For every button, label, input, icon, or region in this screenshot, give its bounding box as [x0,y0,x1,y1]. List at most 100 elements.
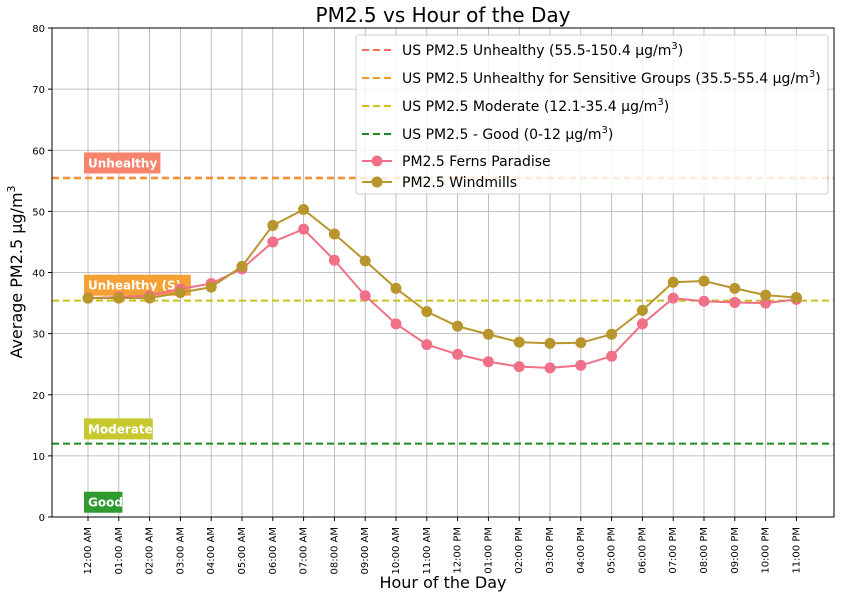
x-tick-label: 12:00 PM [453,527,464,574]
x-tick-label: 02:00 PM [514,527,525,574]
grid [52,27,834,518]
y-tick-label: 60 [32,146,45,157]
data-point [113,292,125,304]
legend-entry: PM2.5 Ferns Paradise [402,154,551,170]
chart-title: PM2.5 vs Hour of the Day [316,3,571,27]
data-point [174,287,186,299]
x-tick-label: 08:00 AM [329,527,340,574]
zone-label-text: Unhealthy (S) [88,279,181,293]
x-tick-label: 01:00 PM [483,527,494,574]
data-point [513,361,525,373]
data-point [298,204,310,216]
data-point [482,328,494,340]
reference-lines [52,176,834,445]
x-axis-label: Hour of the Day [379,573,506,592]
y-tick-label: 80 [32,24,45,35]
y-axis-label: Average PM2.5 µg/m3 [5,185,26,358]
data-point [452,348,464,360]
data-point [513,336,525,348]
zone-label-box [84,274,191,296]
x-tick-label: 10:00 AM [391,527,402,574]
data-point [667,292,679,304]
y-tick-label: 10 [32,452,45,463]
legend-entry: US PM2.5 Unhealthy (55.5-150.4 µg/m3) [402,41,683,59]
legend-entry: US PM2.5 Unhealthy for Sensitive Groups … [402,69,821,87]
data-point [698,275,710,287]
data-point [636,304,648,316]
data-point [205,281,217,293]
y-tick-label: 50 [32,207,45,218]
x-axis-ticks: 12:00 AM 01:00 AM 02:00 AM 03:00 AM 04:00 AM… [83,517,802,574]
data-point [328,228,340,240]
zone-labels: Unhealthy Unhealthy (S) Moderate Good [84,152,191,513]
legend-entry-sup: 3 [671,41,677,52]
legend-entry: US PM2.5 - Good (0-12 µg/m3) [402,125,613,143]
data-point [760,297,772,309]
legend-box [355,34,829,195]
data-point [452,320,464,332]
data-point [267,236,279,248]
legend-entry-sup: 3 [809,69,815,80]
data-point [790,292,802,304]
x-tick-label: 05:00 AM [237,527,248,574]
zone-label-text: Moderate [88,422,153,436]
data-point [144,292,156,304]
legend-entry-close: ) [608,127,613,143]
x-tick-label: 04:00 AM [206,527,217,574]
x-tick-label: 09:00 PM [730,527,741,574]
y-tick-label: 20 [32,391,45,402]
x-tick-label: 11:00 PM [791,527,802,574]
x-tick-label: 03:00 PM [545,527,556,574]
data-point [760,289,772,301]
data-series [82,204,802,374]
legend-entry-text: US PM2.5 Moderate (12.1-35.4 µg/m [402,99,657,115]
zone-label-box [84,152,161,174]
x-tick-label: 08:00 PM [699,527,710,574]
legend-entry-text: US PM2.5 Unhealthy (55.5-150.4 µg/m [402,43,671,59]
legend-entry-close: ) [678,43,683,59]
y-tick-label: 40 [32,269,45,280]
series-line [87,227,797,369]
x-tick-label: 06:00 PM [637,527,648,574]
data-point [421,339,433,351]
legend-entry-text: US PM2.5 Unhealthy for Sensitive Groups … [402,71,809,87]
legend-swatch-marker [371,176,383,188]
legend-entry-close: ) [815,71,820,87]
data-point [267,219,279,231]
data-point [359,290,371,302]
data-point [298,223,310,235]
data-point [544,362,556,374]
zone-label-text: Good [88,496,123,510]
x-tick-label: 12:00 AM [83,527,94,574]
data-point [636,318,648,330]
x-tick-label: 07:00 PM [668,527,679,574]
y-tick-label: 30 [32,330,45,341]
x-tick-label: 01:00 AM [114,527,125,574]
data-point [606,350,618,362]
data-point [421,306,433,318]
x-tick-label: 04:00 PM [576,527,587,574]
data-point [359,255,371,267]
data-point [328,254,340,266]
data-point [729,282,741,294]
data-point [729,296,741,308]
data-point [236,260,248,272]
legend-entry-sup: 3 [601,125,607,136]
y-tick-label: 0 [39,513,45,524]
legend-entry: US PM2.5 Moderate (12.1-35.4 µg/m3) [402,97,669,115]
x-tick-label: 07:00 AM [299,527,310,574]
zone-label-text: Unhealthy [88,156,157,170]
data-point [698,295,710,307]
data-point [544,337,556,349]
data-point [82,292,94,304]
y-axis-label-sup: 3 [5,185,18,192]
series-line [88,208,797,345]
legend-entry-close: ) [664,99,669,115]
legend-swatch-marker [371,155,383,167]
x-tick-label: 05:00 PM [607,527,618,574]
legend-entry-sup: 3 [657,97,663,108]
x-tick-label: 03:00 AM [175,527,186,574]
data-point [390,318,402,330]
legend-entry: PM2.5 Windmills [402,175,517,191]
